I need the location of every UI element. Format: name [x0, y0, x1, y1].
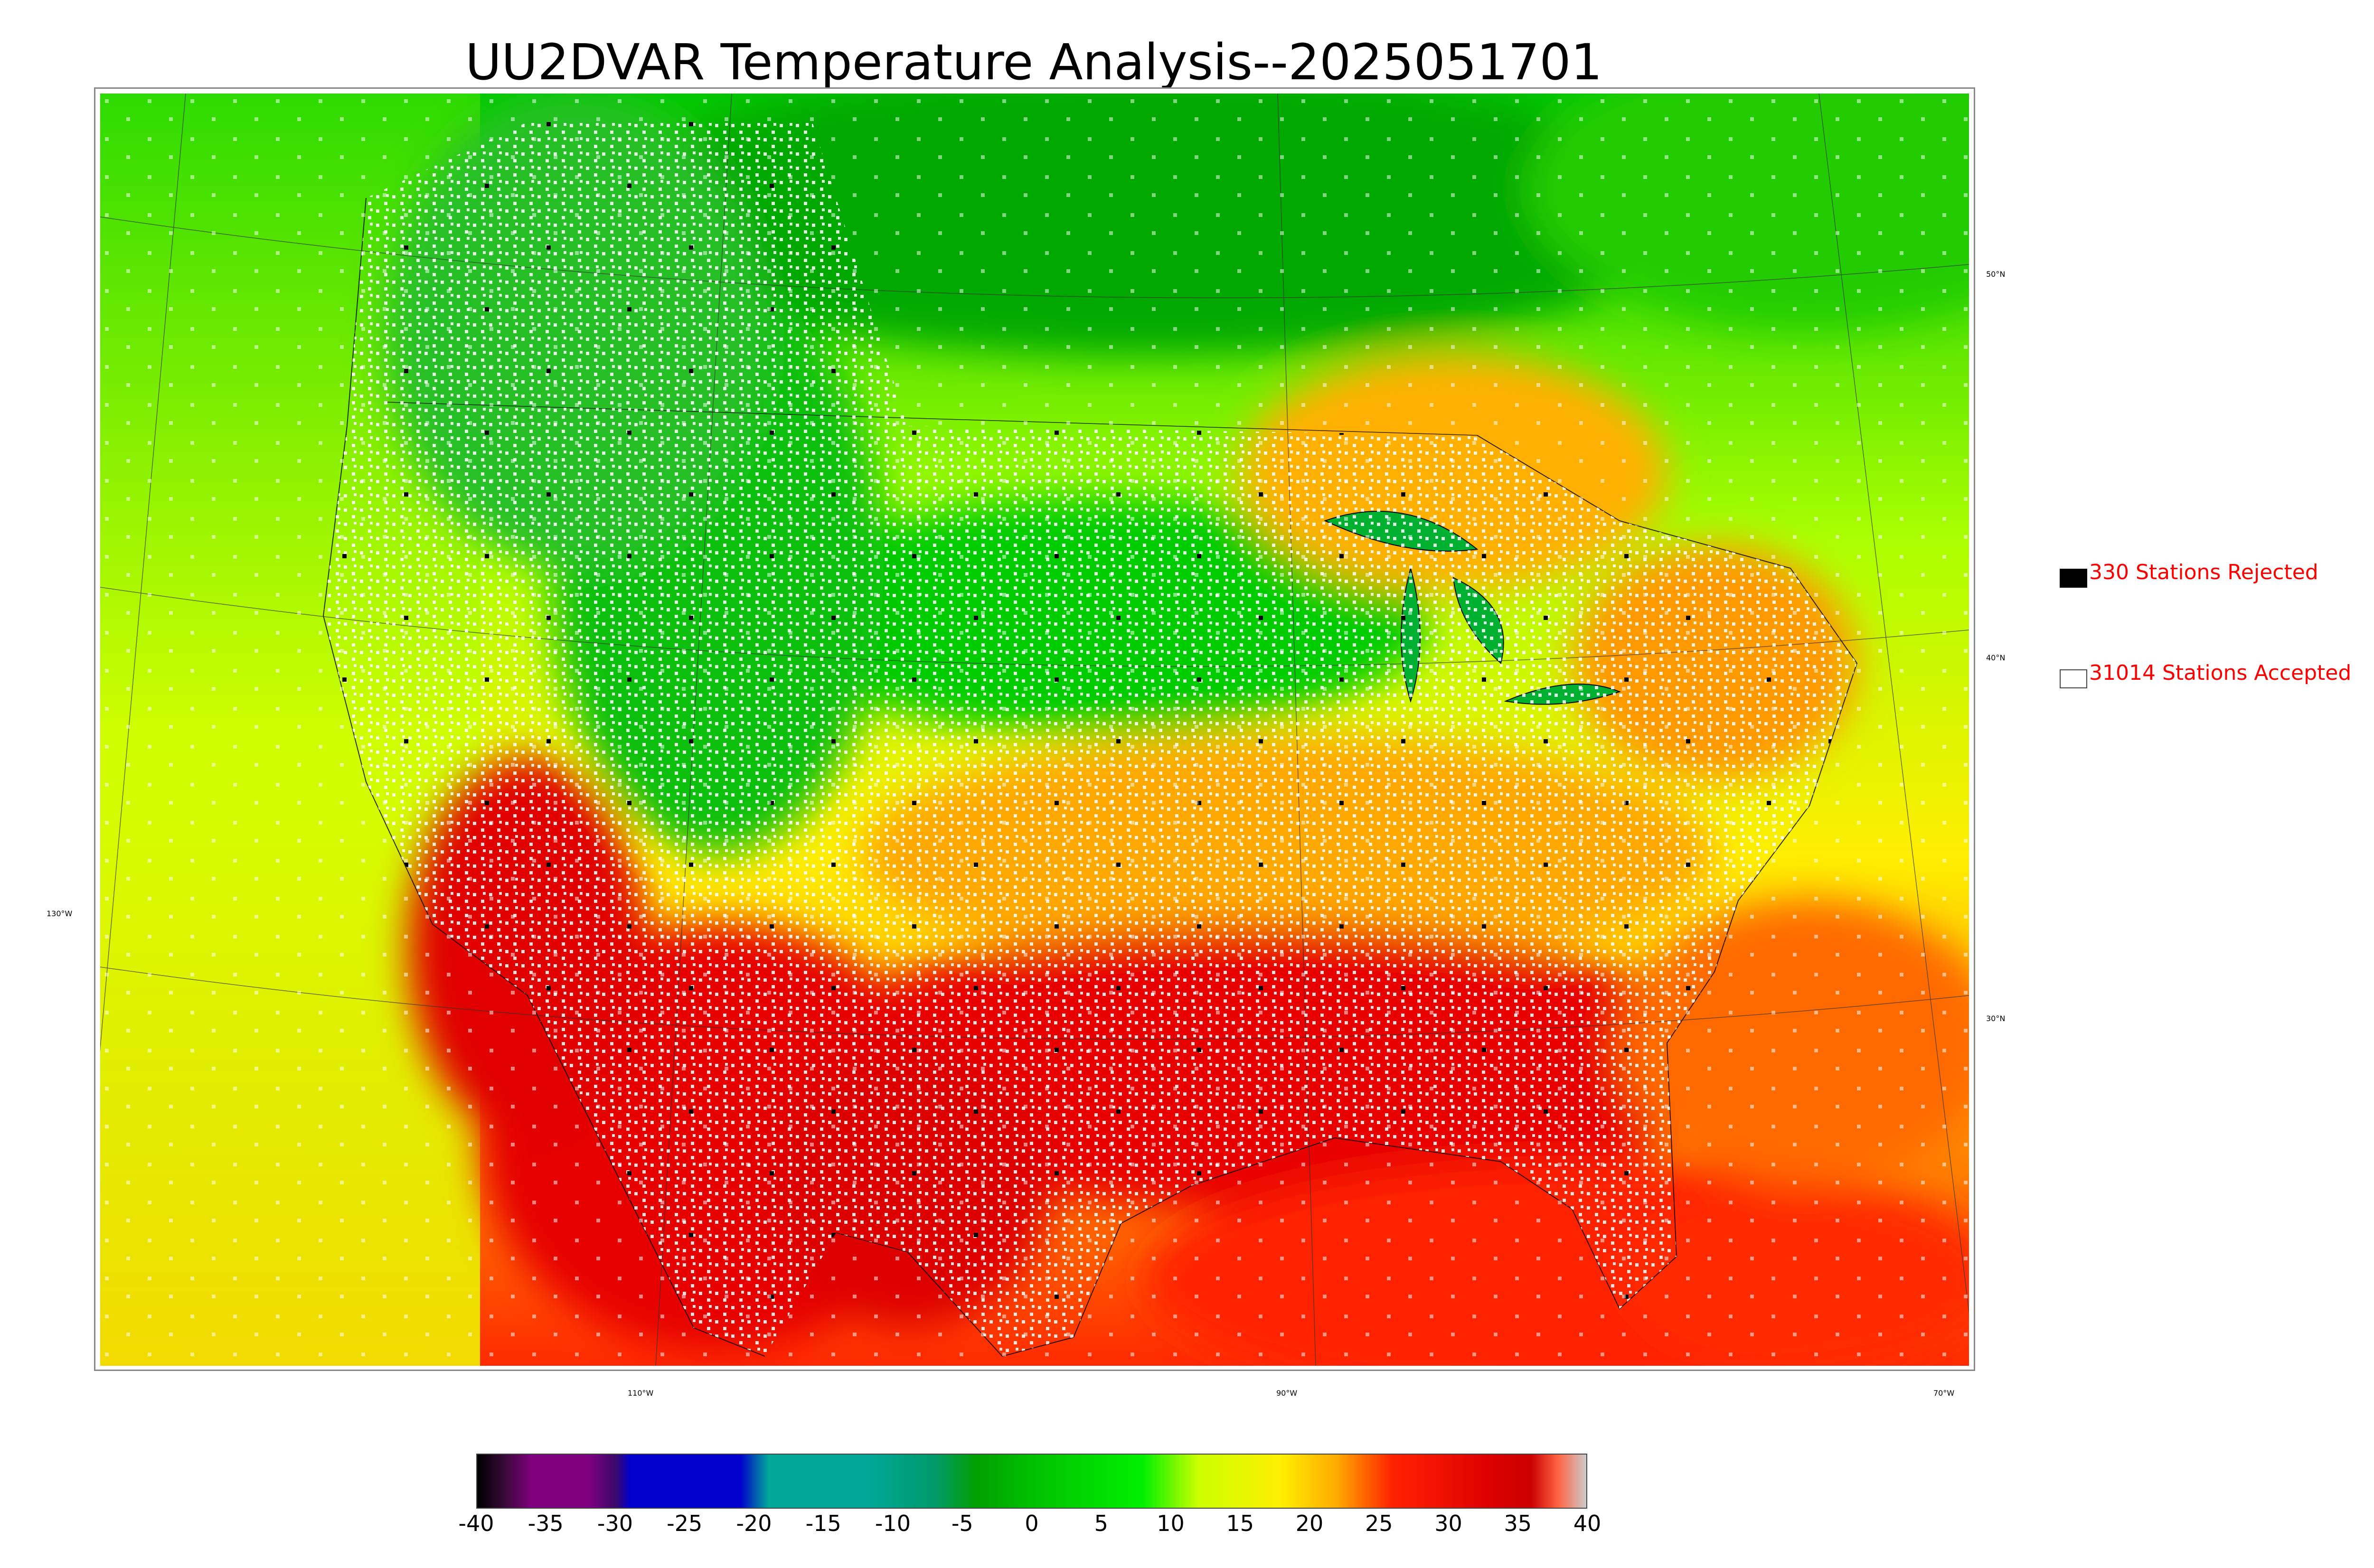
colorbar-tick-label: -40	[458, 1511, 494, 1536]
temperature-field	[100, 94, 1969, 1366]
colorbar-tick-label: -35	[528, 1511, 564, 1536]
colorbar-tick-label: 15	[1226, 1511, 1254, 1536]
colorbar-tick-label: -25	[667, 1511, 703, 1536]
rejected-legend-label: 330 Stations Rejected	[2089, 560, 2318, 584]
lat-label-50: 50°N	[1986, 270, 2006, 279]
accepted-legend-swatch	[2060, 669, 2087, 688]
colorbar-tick-label: -20	[736, 1511, 772, 1536]
colorbar-tick-label: -30	[597, 1511, 633, 1536]
temperature-colorbar	[476, 1454, 1587, 1509]
colorbar-tick-label: 30	[1434, 1511, 1462, 1536]
lat-label-30: 30°N	[1986, 1014, 2006, 1023]
rejected-legend-swatch	[2060, 569, 2087, 588]
colorbar-tick-label: 35	[1504, 1511, 1532, 1536]
lon-label-110: 110°W	[628, 1389, 654, 1398]
colorbar-tick-label: 10	[1157, 1511, 1185, 1536]
colorbar-tick-label: -15	[805, 1511, 841, 1536]
colorbar-tick-label: -10	[875, 1511, 911, 1536]
colorbar-tick-label: -5	[951, 1511, 973, 1536]
lon-label-130: 130°W	[47, 909, 73, 918]
lon-label-70: 70°W	[1933, 1389, 1955, 1398]
colorbar-tick-label: 0	[1025, 1511, 1039, 1536]
accepted-legend-label: 31014 Stations Accepted	[2089, 661, 2352, 685]
lon-label-90: 90°W	[1276, 1389, 1298, 1398]
colorbar-tick-label: 20	[1295, 1511, 1324, 1536]
lat-label-40: 40°N	[1986, 653, 2006, 662]
temperature-analysis-map	[94, 87, 1975, 1371]
colorbar-tick-label: 25	[1365, 1511, 1393, 1536]
map-title: UU2DVAR Temperature Analysis--2025051701	[465, 33, 1602, 91]
colorbar-tick-label: 40	[1573, 1511, 1602, 1536]
colorbar-tick-label: 5	[1094, 1511, 1108, 1536]
